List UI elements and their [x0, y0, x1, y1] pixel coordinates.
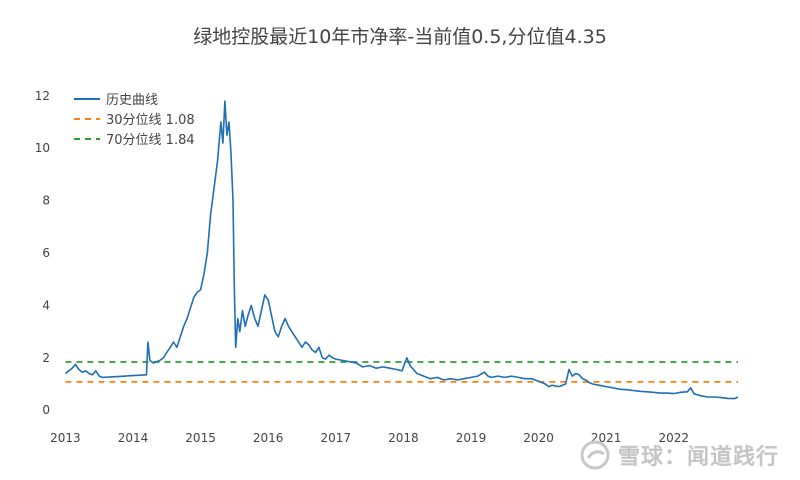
- x-tick-label: 2022: [659, 431, 690, 445]
- x-tick-label: 2017: [321, 431, 352, 445]
- x-tick-label: 2014: [118, 431, 149, 445]
- x-tick-label: 2020: [523, 431, 554, 445]
- legend-label[interactable]: 30分位线 1.08: [106, 113, 195, 128]
- y-tick-label: 8: [42, 194, 50, 208]
- x-tick-label: 2019: [456, 431, 487, 445]
- x-tick-label: 2015: [185, 431, 216, 445]
- legend-label[interactable]: 历史曲线: [106, 93, 158, 108]
- watermark: 雪球：闻道践行: [580, 438, 790, 472]
- x-tick-label: 2018: [388, 431, 419, 445]
- x-tick-label: 2016: [253, 431, 284, 445]
- y-tick-label: 6: [42, 246, 50, 260]
- y-tick-label: 0: [42, 403, 50, 417]
- snowball-logo-icon: [580, 440, 610, 470]
- y-tick-label: 2: [42, 351, 50, 365]
- y-tick-label: 4: [42, 298, 50, 312]
- series-layer: [64, 100, 739, 400]
- legend[interactable]: 历史曲线 30分位线 1.08 70分位线 1.84: [68, 86, 208, 154]
- series-line-0: [64, 100, 739, 400]
- x-axis-ticks: 2013 2014 2015 2016 2017 2018 2019 2020 2021 2022: [50, 431, 689, 445]
- watermark-text: 雪球：闻道践行: [618, 445, 780, 470]
- y-tick-label: 12: [35, 89, 50, 103]
- y-tick-label: 10: [35, 141, 50, 155]
- chart-title: 绿地控股最近10年市净率-当前值0.5,分位值4.35: [193, 26, 607, 48]
- legend-box: [68, 86, 208, 154]
- x-tick-label: 2013: [50, 431, 81, 445]
- y-axis-ticks: 0 2 4 6 8 10 12: [35, 89, 50, 417]
- legend-label[interactable]: 70分位线 1.84: [106, 133, 195, 148]
